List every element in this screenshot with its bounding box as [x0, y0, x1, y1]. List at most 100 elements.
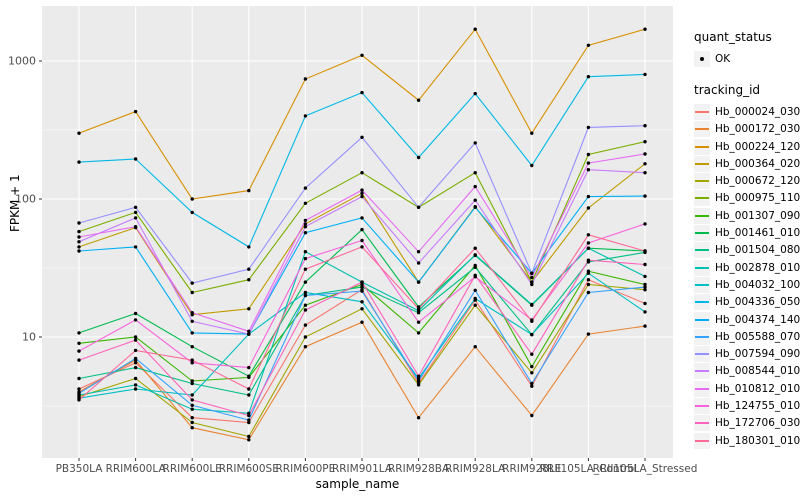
data-point[interactable] — [360, 171, 364, 175]
data-point[interactable] — [416, 331, 421, 335]
data-point[interactable] — [303, 256, 308, 261]
data-point[interactable] — [643, 285, 647, 289]
data-point[interactable] — [530, 275, 534, 280]
data-point[interactable] — [190, 420, 194, 425]
data-point[interactable] — [360, 194, 364, 199]
data-point[interactable] — [190, 407, 194, 411]
data-point[interactable] — [473, 184, 477, 189]
data-point[interactable] — [247, 387, 251, 391]
data-point[interactable] — [77, 221, 81, 225]
data-point[interactable] — [530, 381, 534, 386]
data-point[interactable] — [247, 374, 251, 378]
data-point[interactable] — [247, 332, 251, 336]
data-point[interactable] — [586, 206, 591, 210]
data-point[interactable] — [247, 434, 251, 439]
data-point[interactable] — [586, 233, 591, 237]
data-point[interactable] — [247, 329, 251, 333]
data-point[interactable] — [643, 274, 647, 279]
data-point[interactable] — [643, 324, 647, 328]
data-point[interactable] — [133, 216, 138, 220]
data-point[interactable] — [643, 27, 647, 31]
legend-item[interactable]: Hb_001504_080 — [694, 242, 800, 259]
data-point[interactable] — [360, 216, 364, 220]
data-point[interactable] — [133, 157, 138, 161]
data-point[interactable] — [643, 124, 647, 128]
data-point[interactable] — [77, 387, 81, 391]
data-point[interactable] — [190, 331, 194, 335]
data-point[interactable] — [133, 205, 138, 209]
data-point[interactable] — [643, 288, 647, 292]
data-point[interactable] — [586, 75, 591, 79]
data-point[interactable] — [530, 319, 534, 323]
data-point[interactable] — [360, 227, 364, 232]
data-point[interactable] — [473, 141, 477, 145]
data-point[interactable] — [586, 241, 591, 245]
data-point[interactable] — [247, 365, 251, 370]
data-point[interactable] — [247, 393, 251, 397]
legend-item[interactable]: Hb_002878_010 — [694, 259, 800, 276]
data-point[interactable] — [643, 249, 647, 253]
data-point[interactable] — [586, 168, 591, 172]
data-point[interactable] — [303, 186, 308, 190]
data-point[interactable] — [133, 109, 138, 114]
data-point[interactable] — [643, 171, 647, 175]
data-point[interactable] — [77, 245, 81, 249]
data-point[interactable] — [473, 253, 477, 257]
data-point[interactable] — [190, 358, 194, 362]
data-point[interactable] — [416, 280, 421, 284]
data-point[interactable] — [360, 191, 364, 195]
legend-item[interactable]: Hb_005588_070 — [694, 328, 800, 345]
data-point[interactable] — [133, 348, 138, 353]
data-point[interactable] — [473, 273, 477, 277]
legend-item[interactable]: Hb_000172_030 — [694, 121, 800, 138]
data-point[interactable] — [77, 376, 81, 381]
data-point[interactable] — [303, 308, 308, 312]
data-point[interactable] — [360, 53, 364, 57]
data-point[interactable] — [586, 332, 591, 336]
legend-item[interactable]: Hb_007594_090 — [694, 345, 800, 363]
data-point[interactable] — [190, 393, 194, 397]
legend-item[interactable]: Hb_000224_120 — [694, 138, 800, 155]
data-point[interactable] — [303, 345, 308, 349]
legend-item[interactable]: Hb_008544_010 — [694, 363, 800, 380]
data-point[interactable] — [133, 225, 138, 229]
data-point[interactable] — [643, 310, 647, 314]
data-point[interactable] — [133, 311, 138, 316]
data-point[interactable] — [247, 267, 251, 271]
data-point[interactable] — [530, 282, 534, 287]
data-point[interactable] — [530, 163, 534, 168]
data-point[interactable] — [586, 278, 591, 282]
data-point[interactable] — [190, 426, 194, 430]
data-point[interactable] — [303, 250, 308, 254]
data-point[interactable] — [190, 398, 194, 402]
data-point[interactable] — [416, 320, 421, 324]
data-point[interactable] — [473, 246, 477, 250]
data-point[interactable] — [133, 335, 138, 339]
data-point[interactable] — [303, 222, 308, 226]
data-point[interactable] — [643, 162, 647, 166]
data-point[interactable] — [473, 296, 477, 301]
data-point[interactable] — [133, 376, 138, 381]
legend-item[interactable]: Hb_000975_110 — [694, 190, 800, 207]
data-point[interactable] — [473, 171, 477, 175]
data-point[interactable] — [643, 194, 647, 198]
data-point[interactable] — [643, 282, 647, 287]
data-point[interactable] — [643, 72, 647, 77]
data-point[interactable] — [190, 403, 194, 407]
data-point[interactable] — [416, 416, 421, 420]
data-point[interactable] — [360, 282, 364, 287]
data-point[interactable] — [77, 341, 81, 345]
data-point[interactable] — [133, 383, 138, 387]
data-point[interactable] — [303, 323, 308, 327]
data-point[interactable] — [77, 240, 81, 244]
data-point[interactable] — [586, 246, 591, 250]
legend-item[interactable]: Hb_180301_010 — [694, 432, 800, 449]
data-point[interactable] — [530, 280, 534, 284]
data-point[interactable] — [303, 231, 308, 235]
data-point[interactable] — [303, 114, 308, 118]
data-point[interactable] — [190, 311, 194, 315]
legend-item[interactable]: Hb_000364_020 — [694, 155, 800, 172]
data-point[interactable] — [360, 280, 364, 284]
data-point[interactable] — [77, 249, 81, 253]
data-point[interactable] — [133, 361, 138, 365]
